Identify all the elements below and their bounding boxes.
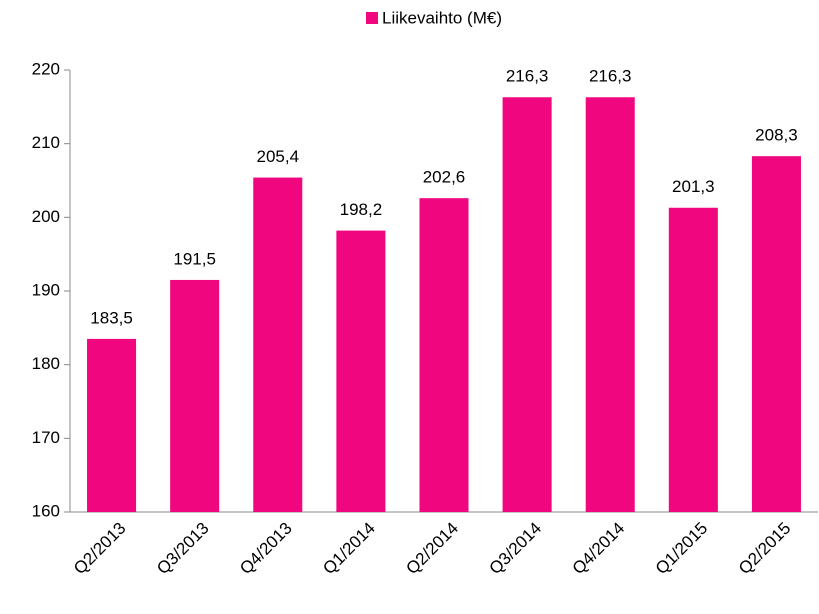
value-label: 198,2 (340, 200, 383, 219)
bar (585, 97, 635, 513)
y-tick-label: 170 (32, 428, 60, 447)
bar (419, 198, 469, 512)
y-tick-label: 180 (32, 354, 60, 373)
bar (336, 230, 386, 513)
x-tick-label: Q1/2014 (319, 519, 379, 579)
value-label: 202,6 (423, 168, 466, 187)
value-label: 208,3 (755, 126, 798, 145)
y-tick-label: 200 (32, 207, 60, 226)
bar (668, 207, 718, 513)
x-tick-label: Q2/2014 (402, 519, 462, 579)
bar (253, 177, 303, 512)
y-tick-label: 190 (32, 280, 60, 299)
value-label: 191,5 (173, 249, 216, 268)
value-label: 216,3 (506, 67, 549, 86)
bar (87, 338, 137, 512)
x-tick-label: Q4/2014 (569, 519, 629, 579)
x-tick-label: Q2/2015 (735, 519, 795, 579)
x-tick-label: Q3/2014 (486, 519, 546, 579)
y-tick-label: 210 (32, 133, 60, 152)
bar (170, 279, 220, 512)
y-tick-label: 220 (32, 59, 60, 78)
x-tick-label: Q2/2013 (70, 519, 130, 579)
value-label: 216,3 (589, 67, 632, 86)
value-label: 201,3 (672, 177, 715, 196)
bar (502, 97, 552, 513)
y-tick-label: 160 (32, 501, 60, 520)
bar (751, 156, 801, 512)
x-tick-label: Q1/2015 (652, 519, 712, 579)
legend-swatch (366, 12, 378, 24)
x-tick-label: Q3/2013 (153, 519, 213, 579)
value-label: 183,5 (90, 308, 133, 327)
value-label: 205,4 (257, 147, 300, 166)
x-tick-label: Q4/2013 (236, 519, 296, 579)
legend-label: Liikevaihto (M€) (382, 8, 502, 27)
